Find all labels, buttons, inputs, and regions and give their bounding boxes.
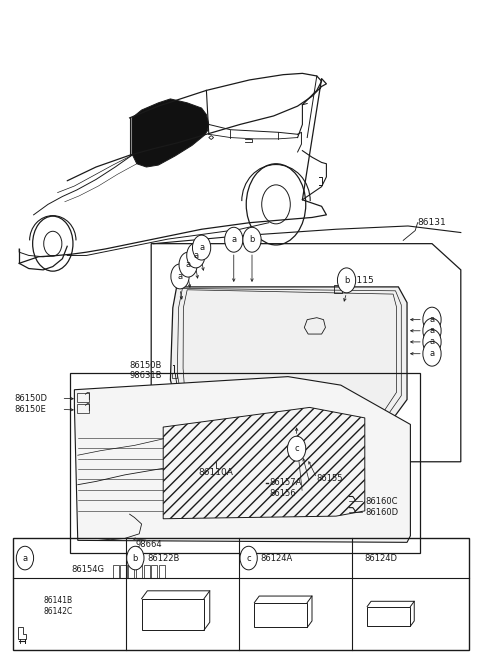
Bar <box>254 603 307 627</box>
Text: a: a <box>231 235 236 244</box>
Text: a: a <box>430 349 434 358</box>
Text: b: b <box>344 276 349 285</box>
Bar <box>13 538 469 650</box>
Text: 86142C: 86142C <box>43 607 72 616</box>
Bar <box>128 565 134 578</box>
Bar <box>172 373 177 378</box>
Text: 98631B: 98631B <box>130 371 162 380</box>
Text: a: a <box>193 251 198 260</box>
Circle shape <box>243 227 261 252</box>
Circle shape <box>423 341 441 366</box>
Circle shape <box>423 329 441 354</box>
Text: 86157A: 86157A <box>270 478 302 487</box>
Text: 86124D: 86124D <box>365 553 398 563</box>
Text: 86115: 86115 <box>346 276 374 285</box>
Text: 86160C: 86160C <box>366 497 398 506</box>
Text: 86160D: 86160D <box>366 508 399 517</box>
Text: 86150B: 86150B <box>130 361 162 370</box>
Text: b: b <box>249 235 255 244</box>
Polygon shape <box>132 99 209 167</box>
Bar <box>120 565 127 578</box>
Text: a: a <box>23 553 27 563</box>
Circle shape <box>288 436 306 461</box>
Text: 86141B: 86141B <box>43 596 72 605</box>
Text: 86150E: 86150E <box>14 405 46 414</box>
Circle shape <box>225 227 243 252</box>
Bar <box>144 565 150 578</box>
Text: c: c <box>246 553 251 563</box>
Text: a: a <box>430 315 434 324</box>
Bar <box>159 565 165 578</box>
Text: 98664: 98664 <box>135 540 162 550</box>
Circle shape <box>337 268 356 293</box>
Text: a: a <box>186 260 191 269</box>
Text: 86155: 86155 <box>317 474 343 483</box>
Bar <box>367 607 410 626</box>
Text: a: a <box>430 326 434 335</box>
Text: a: a <box>199 243 204 252</box>
Circle shape <box>192 235 211 260</box>
Polygon shape <box>74 377 410 542</box>
Text: 86122B: 86122B <box>147 553 180 563</box>
Text: 86124A: 86124A <box>261 553 293 563</box>
Bar <box>334 285 342 293</box>
Circle shape <box>179 252 197 277</box>
Circle shape <box>423 318 441 343</box>
Text: b: b <box>132 553 138 563</box>
Text: 86154G: 86154G <box>71 565 104 574</box>
Text: 86110A: 86110A <box>199 468 233 477</box>
Polygon shape <box>170 287 407 447</box>
Circle shape <box>240 546 257 570</box>
Text: 86150D: 86150D <box>14 394 48 403</box>
Bar <box>136 565 142 578</box>
Circle shape <box>187 243 205 268</box>
Circle shape <box>16 546 34 570</box>
Circle shape <box>171 264 189 289</box>
Text: a: a <box>178 272 182 281</box>
Text: c: c <box>294 444 299 453</box>
Bar <box>70 373 420 553</box>
Text: 86131: 86131 <box>418 218 446 227</box>
Text: 86156: 86156 <box>270 489 296 498</box>
Circle shape <box>127 546 144 570</box>
Bar <box>113 565 119 578</box>
Circle shape <box>423 307 441 332</box>
Text: a: a <box>430 337 434 346</box>
Bar <box>142 599 204 630</box>
Bar <box>151 565 157 578</box>
